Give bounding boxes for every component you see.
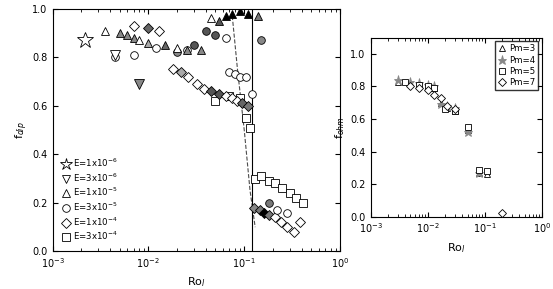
X-axis label: Ro$_l$: Ro$_l$ — [187, 276, 206, 289]
Legend: Pm=3, Pm=4, Pm=5, Pm=7: Pm=3, Pm=4, Pm=5, Pm=7 — [495, 41, 539, 90]
Legend: E=1x10$^{-6}$, E=3x10$^{-6}$, E=1x10$^{-5}$, E=3x10$^{-5}$, E=1x10$^{-4}$, E=3x1: E=1x10$^{-6}$, E=3x10$^{-6}$, E=1x10$^{-… — [59, 153, 121, 246]
Y-axis label: f$_{dip}$: f$_{dip}$ — [13, 121, 29, 139]
X-axis label: Ro$_l$: Ro$_l$ — [447, 241, 466, 255]
Y-axis label: f$_{ohm}$: f$_{ohm}$ — [333, 116, 347, 138]
